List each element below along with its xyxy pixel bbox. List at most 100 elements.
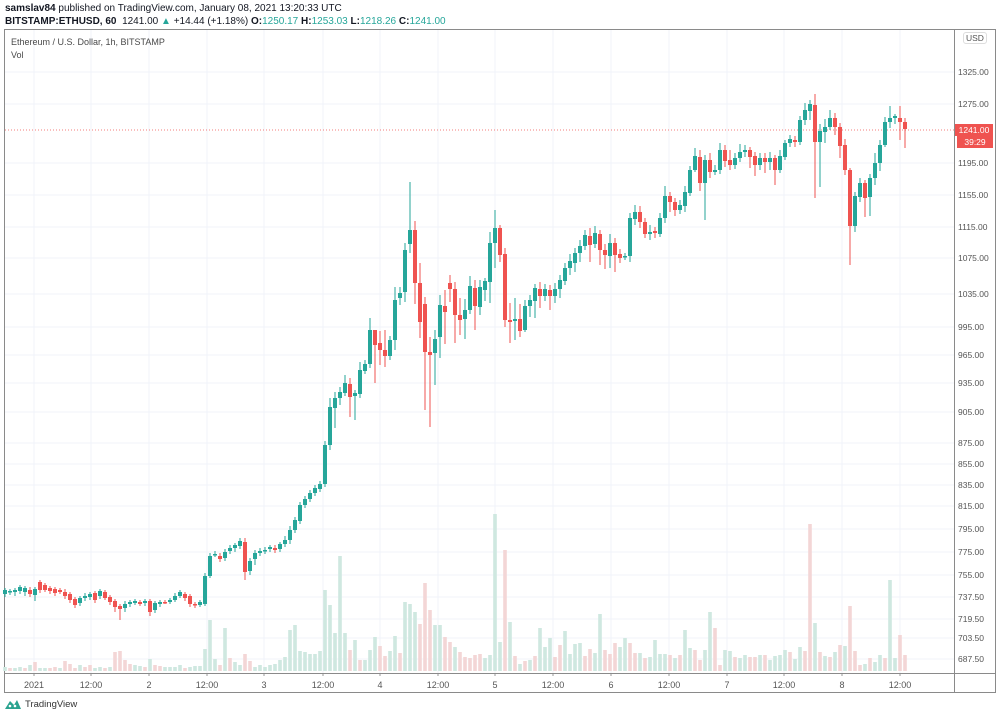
candle	[158, 600, 162, 607]
symbol-info-bar: BITSTAMP:ETHUSD, 60 1241.00 ▲ +14.44 (+1…	[5, 16, 446, 27]
candle	[188, 594, 192, 607]
volume-bar	[618, 647, 622, 671]
volume-bar	[733, 657, 737, 671]
volume-bar	[23, 668, 27, 671]
volume-bar	[743, 655, 747, 671]
volume-bar	[313, 654, 317, 671]
volume-bar	[848, 606, 852, 671]
candle	[498, 225, 502, 262]
volume-bar	[673, 658, 677, 671]
volume-bar	[493, 514, 497, 671]
volume-bar	[258, 665, 262, 671]
volume-bar	[3, 667, 7, 671]
candle	[113, 599, 117, 612]
volume-bar	[288, 630, 292, 671]
candle	[578, 240, 582, 262]
candle	[478, 280, 482, 315]
candle	[823, 119, 827, 143]
candle	[418, 263, 422, 338]
volume-bar	[903, 655, 907, 671]
candle	[848, 168, 852, 265]
volume-bar	[168, 667, 172, 671]
volume-bar	[773, 656, 777, 671]
candle	[103, 590, 107, 600]
volume-bar	[568, 654, 572, 671]
volume-bar	[148, 659, 152, 671]
candle	[313, 485, 317, 496]
volume-bar	[268, 665, 272, 671]
close-value: 1241.00	[409, 16, 446, 27]
volume-bar	[628, 643, 632, 671]
candle	[598, 230, 602, 265]
price-tick-label: 1115.00	[958, 222, 988, 232]
candle	[883, 117, 887, 147]
volume-bar	[643, 658, 647, 671]
volume-bar	[538, 628, 542, 671]
volume-bar	[658, 654, 662, 671]
candle	[653, 227, 657, 238]
time-tick-label: 12:00	[772, 680, 796, 690]
candle	[538, 282, 542, 308]
price-tick-label: 995.00	[958, 322, 984, 332]
volume-bar	[103, 668, 107, 671]
candle	[278, 542, 282, 552]
volume-bar	[893, 658, 897, 671]
candle	[23, 586, 27, 596]
price-tick-label: 815.00	[958, 501, 984, 511]
volume-bar	[663, 654, 667, 671]
volume-bar	[18, 667, 22, 671]
price-tick-label: 1325.00	[958, 67, 989, 77]
candle	[528, 295, 532, 317]
volume-bar	[728, 651, 732, 671]
candle	[108, 595, 112, 605]
candle	[388, 336, 392, 360]
candle	[323, 441, 327, 487]
volume-bar	[578, 643, 582, 671]
currency-button[interactable]: USD	[963, 32, 987, 44]
volume-bar	[438, 625, 442, 671]
time-tick-label: 2	[146, 680, 152, 690]
volume-bar	[423, 583, 427, 671]
volume-bar	[408, 604, 412, 671]
candle	[543, 284, 547, 301]
volume-bar	[248, 661, 252, 671]
volume-bar	[483, 658, 487, 671]
volume-bar	[558, 645, 562, 671]
time-tick-label: 8	[839, 680, 845, 690]
volume-bar	[433, 625, 437, 671]
candle	[658, 213, 662, 237]
candle	[493, 210, 497, 268]
volume-bar	[88, 665, 92, 671]
countdown-tag: 39:29	[957, 136, 993, 148]
author-name[interactable]: samslav84	[5, 3, 56, 14]
price-change: +14.44 (+1.18%)	[173, 16, 249, 27]
candle	[723, 145, 727, 167]
candle	[803, 103, 807, 125]
volume-bar	[228, 658, 232, 671]
price-tick-label: 855.00	[958, 459, 984, 469]
candle	[33, 587, 37, 601]
candle	[343, 375, 347, 396]
candle	[433, 330, 437, 385]
candle	[288, 526, 292, 544]
volume-bar	[833, 652, 837, 671]
volume-bar	[273, 664, 277, 671]
candle	[198, 600, 202, 607]
candle	[88, 592, 92, 600]
volume-bar	[613, 643, 617, 671]
volume-bar	[318, 651, 322, 671]
volume-bar	[508, 622, 512, 671]
volume-bar	[308, 654, 312, 671]
volume-bar	[553, 657, 557, 671]
price-tick-label: 1275.00	[958, 99, 989, 109]
candle	[613, 238, 617, 272]
last-price-tag: 1241.00	[955, 124, 993, 136]
candle	[903, 118, 907, 148]
tradingview-logo[interactable]: TradingView	[4, 698, 77, 710]
candle	[438, 295, 442, 358]
volume-bar	[593, 653, 597, 671]
volume-bar	[283, 657, 287, 671]
candle	[763, 153, 767, 173]
time-tick-label: 12:00	[541, 680, 565, 690]
